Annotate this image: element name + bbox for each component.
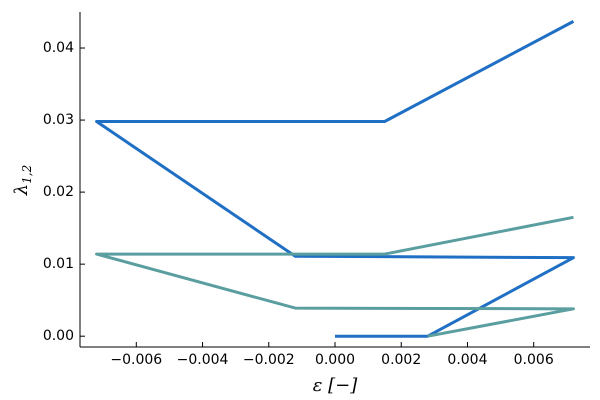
y-axis-label-subscript: 1,2 [20, 165, 34, 184]
y-tick-label: 0.03 [43, 112, 74, 128]
line [95, 20, 575, 338]
line [95, 215, 575, 338]
x-tick-label: 0.002 [381, 352, 421, 368]
x-tick-label: 0.000 [315, 352, 355, 368]
y-tick-label: 0.01 [43, 256, 74, 272]
x-tick-label: −0.002 [243, 352, 295, 368]
x-tick-label: 0.006 [514, 352, 554, 368]
x-axis-label: ε [−] [313, 375, 358, 396]
x-tick-label: −0.006 [110, 352, 162, 368]
y-tick-label: 0.04 [43, 40, 74, 56]
y-axis-label: λ1,2 [11, 165, 34, 197]
x-tick-label: 0.004 [447, 352, 487, 368]
y-axis-label-main: λ [11, 184, 32, 196]
y-tick-label: 0.02 [43, 184, 74, 200]
y-tick-label: 0.00 [43, 328, 74, 344]
x-tick-label: −0.004 [177, 352, 229, 368]
